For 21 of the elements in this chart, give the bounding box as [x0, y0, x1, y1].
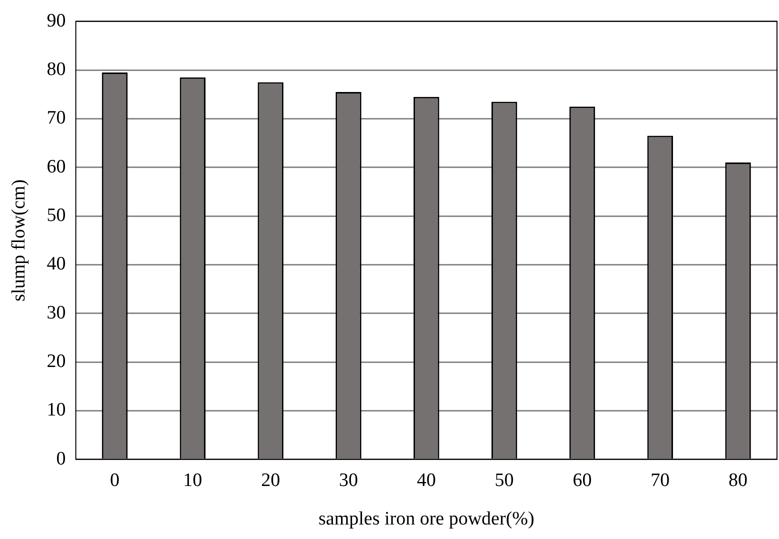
x-tick-label: 20 — [261, 470, 280, 491]
y-tick-label: 40 — [46, 254, 66, 275]
x-tick-label: 80 — [728, 470, 748, 491]
y-tick-label: 60 — [46, 156, 66, 178]
y-axis-title: slump flow(cm) — [8, 179, 30, 302]
y-tick-label: 90 — [46, 10, 66, 32]
x-tick-label: 60 — [572, 470, 592, 491]
y-tick-label: 0 — [56, 448, 66, 470]
x-tick-label: 10 — [183, 470, 202, 491]
x-tick-label: 40 — [416, 470, 436, 491]
x-tick-label: 30 — [338, 470, 358, 491]
y-tick-label: 80 — [46, 59, 66, 80]
y-tick-label: 70 — [46, 108, 66, 129]
y-tick-label: 50 — [46, 205, 66, 226]
y-tick-label: 30 — [46, 302, 66, 324]
y-tick-label: 10 — [46, 400, 66, 421]
x-tick-label: 50 — [494, 470, 514, 491]
x-axis-title: samples iron ore powder(%) — [318, 508, 534, 530]
y-tick-label: 20 — [46, 351, 66, 372]
x-tick-label: 0 — [110, 470, 120, 491]
x-tick-label: 70 — [650, 470, 670, 491]
